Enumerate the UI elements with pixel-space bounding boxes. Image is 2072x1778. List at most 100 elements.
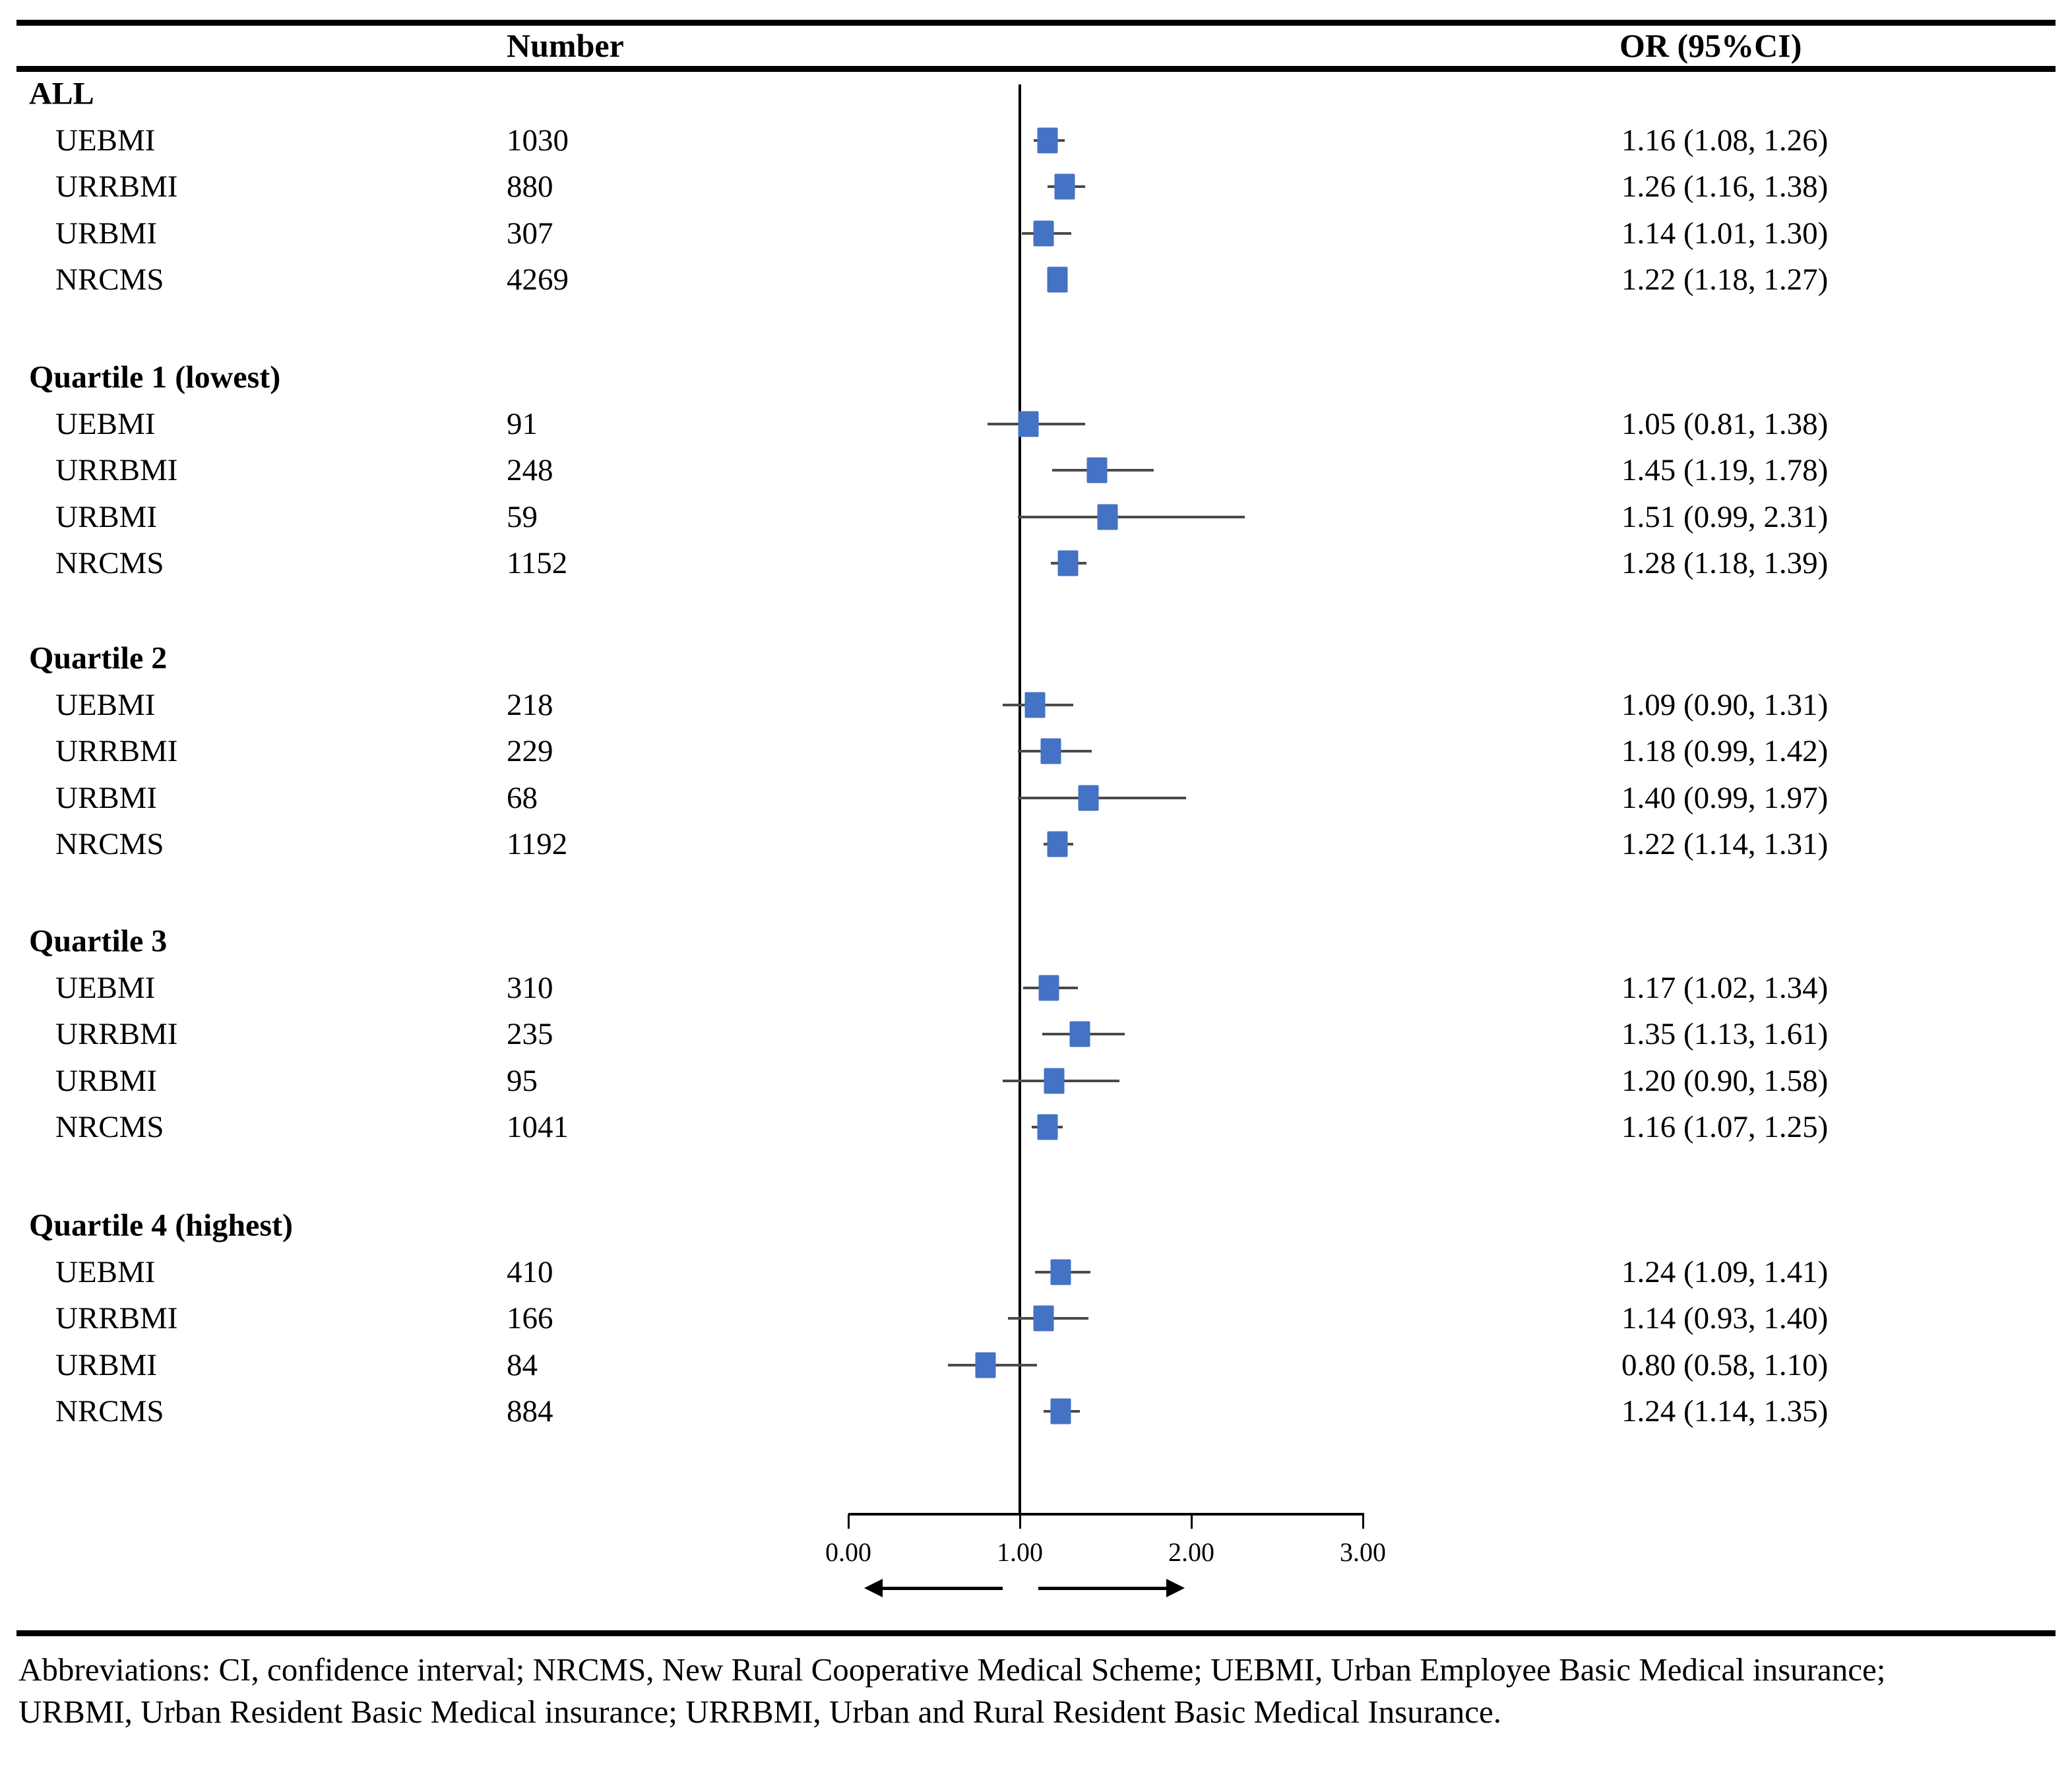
row-label: UEBMI xyxy=(55,407,156,441)
row-or-text: 1.18 (0.99, 1.42) xyxy=(1621,734,1829,768)
footnote: Abbreviations: CI, confidence interval; … xyxy=(18,1651,1886,1730)
row-number: 410 xyxy=(507,1255,553,1289)
x-axis-tick-label: 0.00 xyxy=(825,1537,871,1567)
row-label: NRCMS xyxy=(55,1394,164,1428)
row-label: NRCMS xyxy=(55,1110,164,1144)
or-marker xyxy=(1033,1305,1054,1332)
row-label: URBMI xyxy=(55,1348,158,1382)
or-marker xyxy=(1018,411,1039,437)
right-arrow-icon xyxy=(1166,1579,1185,1597)
or-marker xyxy=(1044,1068,1065,1094)
or-marker xyxy=(1047,831,1068,857)
row-number: 59 xyxy=(507,500,538,534)
group-label: Quartile 3 xyxy=(29,923,168,959)
row-or-text: 1.17 (1.02, 1.34) xyxy=(1621,971,1829,1005)
row-number: 4269 xyxy=(507,262,569,297)
row-label: UEBMI xyxy=(55,1255,156,1289)
row-label: URBMI xyxy=(55,500,158,534)
column-header-or: OR (95%CI) xyxy=(1619,27,1802,64)
row-or-text: 1.35 (1.13, 1.61) xyxy=(1621,1017,1829,1051)
row-label: NRCMS xyxy=(55,827,164,861)
row-or-text: 1.26 (1.16, 1.38) xyxy=(1621,169,1829,204)
bottom-border xyxy=(16,1630,2056,1636)
row-or-text: 1.14 (0.93, 1.40) xyxy=(1621,1301,1829,1335)
row-number: 248 xyxy=(507,453,553,487)
left-arrow-shaft xyxy=(881,1587,1003,1590)
or-marker xyxy=(1047,266,1068,293)
row-label: UEBMI xyxy=(55,971,156,1005)
row-number: 1041 xyxy=(507,1110,569,1144)
or-marker xyxy=(1037,1114,1058,1140)
or-marker xyxy=(1078,785,1099,811)
or-marker xyxy=(1050,1398,1071,1425)
group-label: Quartile 2 xyxy=(29,640,168,676)
row-or-text: 1.20 (0.90, 1.58) xyxy=(1621,1064,1829,1098)
row-or-text: 1.16 (1.07, 1.25) xyxy=(1621,1110,1829,1144)
x-axis-tick xyxy=(848,1514,850,1529)
header-border xyxy=(16,66,2056,72)
or-marker xyxy=(1069,1021,1090,1047)
row-label: NRCMS xyxy=(55,546,164,580)
row-number: 229 xyxy=(507,734,553,768)
x-axis-tick xyxy=(1362,1514,1364,1529)
or-marker xyxy=(1040,738,1061,764)
row-label: URRBMI xyxy=(55,453,178,487)
or-marker xyxy=(975,1352,996,1378)
row-or-text: 0.80 (0.58, 1.10) xyxy=(1621,1348,1829,1382)
row-or-text: 1.14 (1.01, 1.30) xyxy=(1621,216,1829,251)
or-marker xyxy=(1086,457,1108,483)
row-number: 310 xyxy=(507,971,553,1005)
row-or-text: 1.51 (0.99, 2.31) xyxy=(1621,500,1829,534)
row-number: 880 xyxy=(507,169,553,204)
column-header-number: Number xyxy=(507,27,624,64)
row-or-text: 1.40 (0.99, 1.97) xyxy=(1621,781,1829,815)
x-axis-line xyxy=(848,1513,1364,1516)
row-label: URBMI xyxy=(55,216,158,251)
ci-line xyxy=(1018,797,1187,799)
x-axis-tick xyxy=(1019,1514,1021,1529)
row-or-text: 1.45 (1.19, 1.78) xyxy=(1621,453,1829,487)
row-label: URRBMI xyxy=(55,1017,178,1051)
row-label: UEBMI xyxy=(55,688,156,722)
x-axis-tick-label: 2.00 xyxy=(1168,1537,1214,1567)
top-border xyxy=(16,20,2056,26)
row-label: URBMI xyxy=(55,1064,158,1098)
row-or-text: 1.22 (1.14, 1.31) xyxy=(1621,827,1829,861)
row-or-text: 1.22 (1.18, 1.27) xyxy=(1621,262,1829,297)
row-or-text: 1.09 (0.90, 1.31) xyxy=(1621,688,1829,722)
or-marker xyxy=(1038,975,1059,1001)
row-label: UEBMI xyxy=(55,123,156,158)
row-or-text: 1.24 (1.09, 1.41) xyxy=(1621,1255,1829,1289)
row-number: 218 xyxy=(507,688,553,722)
ci-line xyxy=(1018,516,1245,518)
row-or-text: 1.24 (1.14, 1.35) xyxy=(1621,1394,1829,1428)
row-number: 68 xyxy=(507,781,538,815)
row-or-text: 1.28 (1.18, 1.39) xyxy=(1621,546,1829,580)
left-arrow-icon xyxy=(864,1579,883,1597)
row-number: 1152 xyxy=(507,546,568,580)
row-label: URRBMI xyxy=(55,1301,178,1335)
x-axis-tick-label: 1.00 xyxy=(997,1537,1043,1567)
or-marker xyxy=(1097,504,1118,530)
group-label: Quartile 4 (highest) xyxy=(29,1208,293,1243)
group-label: Quartile 1 (lowest) xyxy=(29,359,281,395)
or-marker xyxy=(1050,1259,1071,1285)
row-number: 84 xyxy=(507,1348,538,1382)
row-number: 166 xyxy=(507,1301,553,1335)
or-marker xyxy=(1033,220,1054,247)
row-number: 884 xyxy=(507,1394,553,1428)
x-axis-tick xyxy=(1191,1514,1193,1529)
row-label: URRBMI xyxy=(55,734,178,768)
or-marker xyxy=(1054,173,1075,200)
row-number: 95 xyxy=(507,1064,538,1098)
right-arrow-shaft xyxy=(1038,1587,1166,1590)
row-number: 307 xyxy=(507,216,553,251)
reference-line xyxy=(1019,84,1021,1514)
row-label: NRCMS xyxy=(55,262,164,297)
row-label: URRBMI xyxy=(55,169,178,204)
row-or-text: 1.05 (0.81, 1.38) xyxy=(1621,407,1829,441)
row-number: 91 xyxy=(507,407,538,441)
row-number: 235 xyxy=(507,1017,553,1051)
x-axis-tick-label: 3.00 xyxy=(1340,1537,1386,1567)
